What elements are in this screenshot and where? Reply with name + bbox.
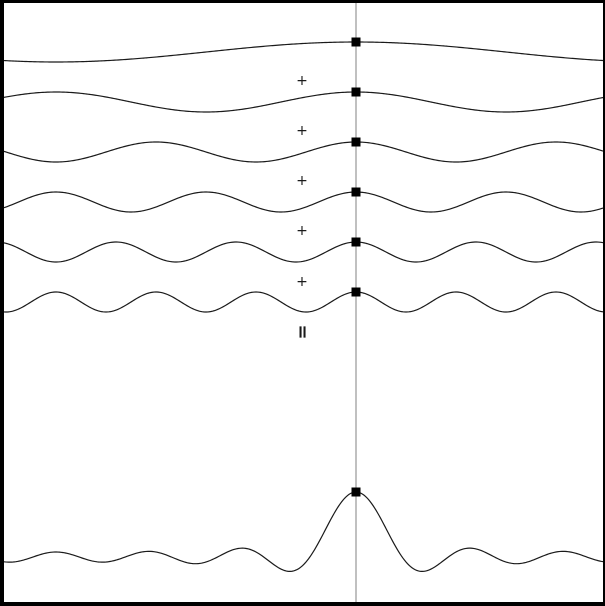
- component-wave-4: [3, 191, 604, 213]
- equals-operator: =: [292, 324, 313, 340]
- peak-marker-wave-5: [351, 237, 361, 247]
- component-wave-1: [3, 41, 604, 63]
- plus-operator-3: +: [296, 173, 308, 189]
- component-wave-5: [3, 241, 604, 263]
- sum-wave: [3, 491, 604, 573]
- peak-marker-wave-2: [351, 87, 361, 97]
- plus-operator-2: +: [296, 123, 308, 139]
- plus-operator-5: +: [296, 274, 308, 290]
- component-wave-6: [3, 291, 604, 313]
- plus-operator-4: +: [296, 223, 308, 239]
- component-wave-2: [3, 91, 604, 113]
- plus-operator-1: +: [296, 73, 308, 89]
- peak-marker-sum: [351, 487, 361, 497]
- peak-marker-wave-1: [351, 37, 361, 47]
- peak-marker-wave-4: [351, 187, 361, 197]
- component-wave-3: [3, 141, 604, 163]
- peak-marker-wave-3: [351, 137, 361, 147]
- peak-marker-wave-6: [351, 287, 361, 297]
